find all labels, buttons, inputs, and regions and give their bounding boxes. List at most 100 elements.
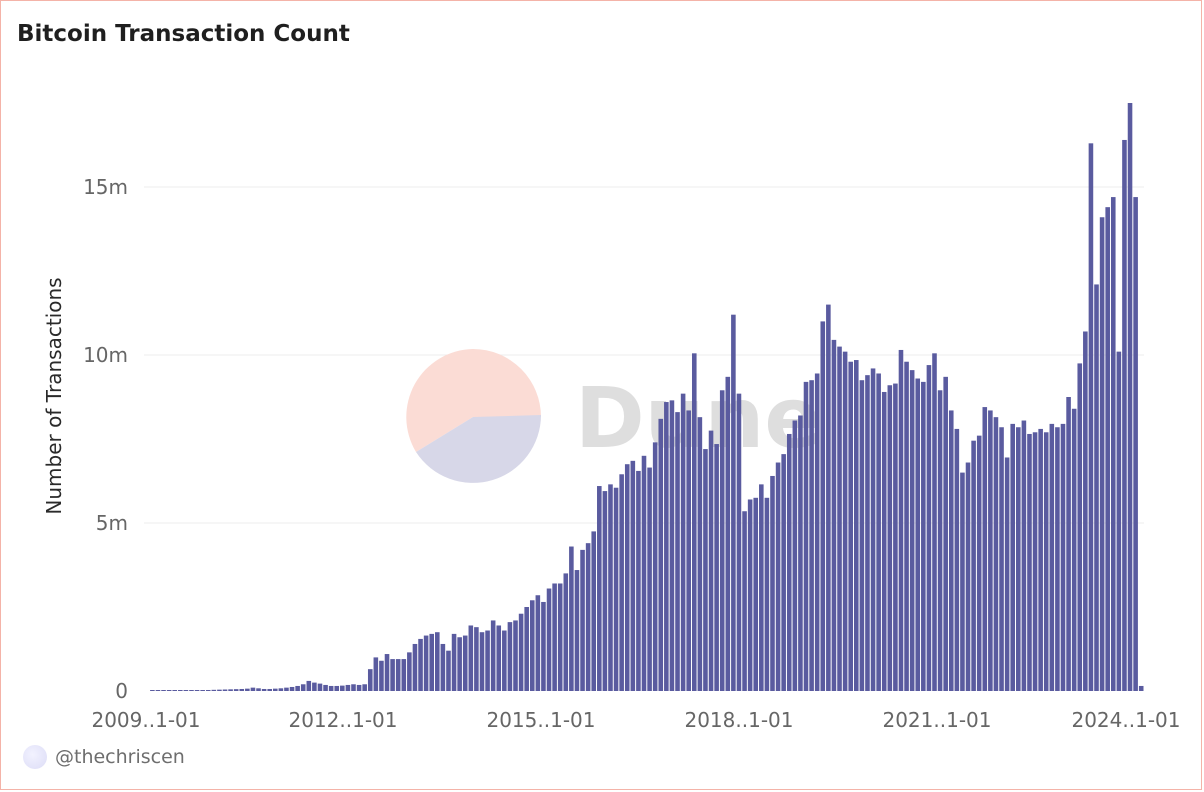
bar[interactable] [323, 684, 328, 691]
bar[interactable] [524, 607, 529, 691]
bar[interactable] [418, 638, 423, 691]
bar[interactable] [993, 417, 999, 691]
bar[interactable] [742, 511, 747, 691]
author-handle[interactable]: @thechriscen [55, 746, 185, 768]
bar[interactable] [680, 393, 686, 691]
bar[interactable] [166, 690, 172, 691]
bar[interactable] [390, 659, 395, 691]
bar[interactable] [395, 659, 401, 691]
bar[interactable] [513, 620, 518, 691]
bar[interactable] [580, 549, 585, 691]
bar[interactable] [1099, 217, 1105, 692]
bar[interactable] [155, 690, 161, 691]
bar[interactable] [619, 474, 624, 691]
bar[interactable] [462, 635, 468, 691]
bar[interactable] [1004, 457, 1010, 691]
bar[interactable] [423, 635, 429, 691]
bar[interactable] [278, 688, 284, 691]
bar[interactable] [161, 690, 166, 691]
bar[interactable] [921, 381, 926, 691]
bar[interactable] [1066, 397, 1071, 691]
bar[interactable] [999, 427, 1004, 691]
bar[interactable] [479, 632, 485, 691]
bar[interactable] [837, 346, 842, 691]
bar[interactable] [585, 543, 591, 691]
bar[interactable] [261, 688, 267, 691]
bar[interactable] [881, 391, 887, 691]
bar[interactable] [809, 380, 814, 691]
bar[interactable] [217, 689, 222, 691]
bar[interactable] [814, 373, 820, 691]
bar[interactable] [178, 690, 183, 691]
bar[interactable] [407, 652, 412, 691]
bar[interactable] [362, 684, 367, 691]
bar[interactable] [485, 630, 490, 691]
bar[interactable] [490, 620, 496, 691]
bar[interactable] [435, 632, 440, 691]
bar[interactable] [1116, 351, 1122, 691]
bar[interactable] [859, 380, 865, 691]
bar[interactable] [569, 546, 574, 691]
bar[interactable] [446, 650, 451, 691]
bar[interactable] [451, 633, 457, 691]
bar[interactable] [541, 601, 546, 691]
bar[interactable] [854, 360, 859, 691]
bar[interactable] [429, 633, 434, 691]
bar[interactable] [300, 684, 306, 691]
bar[interactable] [183, 690, 189, 691]
bar[interactable] [256, 688, 261, 691]
bar[interactable] [753, 497, 759, 691]
bar[interactable] [826, 304, 831, 691]
bar[interactable] [1110, 197, 1116, 691]
bar[interactable] [915, 378, 921, 691]
bar[interactable] [245, 688, 250, 691]
bar[interactable] [574, 570, 580, 691]
bar[interactable] [267, 688, 272, 691]
bar[interactable] [457, 637, 462, 691]
bar[interactable] [468, 625, 474, 691]
bar[interactable] [233, 689, 239, 691]
bar[interactable] [228, 689, 233, 691]
bar[interactable] [1010, 423, 1015, 691]
bar[interactable] [412, 643, 418, 691]
bar[interactable] [563, 573, 569, 691]
bar[interactable] [926, 365, 932, 691]
bar[interactable] [379, 660, 384, 691]
bar[interactable] [943, 376, 948, 691]
bar[interactable] [205, 689, 211, 691]
bar[interactable] [988, 410, 993, 691]
bar[interactable] [502, 630, 507, 691]
bar[interactable] [401, 659, 407, 691]
bar[interactable] [496, 625, 502, 691]
bar[interactable] [697, 417, 703, 691]
bar[interactable] [351, 684, 356, 691]
bar[interactable] [272, 688, 278, 691]
bar[interactable] [1105, 207, 1110, 691]
bar[interactable] [898, 349, 904, 691]
bar[interactable] [630, 460, 636, 691]
bar[interactable] [876, 373, 881, 691]
bar[interactable] [222, 689, 228, 691]
bar[interactable] [552, 583, 557, 691]
bar[interactable] [194, 690, 200, 691]
bar[interactable] [714, 444, 719, 691]
bar[interactable] [529, 600, 535, 691]
bar[interactable] [1043, 432, 1049, 691]
bar[interactable] [440, 643, 446, 691]
bar[interactable] [211, 689, 217, 691]
bar[interactable] [759, 484, 764, 691]
bar[interactable] [803, 381, 809, 691]
bar[interactable] [719, 390, 725, 691]
bar[interactable] [887, 385, 893, 691]
bar[interactable] [960, 472, 965, 691]
bar[interactable] [150, 690, 155, 691]
bar[interactable] [295, 685, 300, 691]
bar[interactable] [703, 449, 708, 691]
bar[interactable] [1055, 427, 1060, 691]
bar[interactable] [937, 390, 943, 691]
bar[interactable] [747, 499, 753, 691]
bar[interactable] [602, 491, 608, 691]
bar[interactable] [557, 583, 563, 691]
bar[interactable] [736, 393, 742, 691]
bar[interactable] [1016, 427, 1021, 691]
